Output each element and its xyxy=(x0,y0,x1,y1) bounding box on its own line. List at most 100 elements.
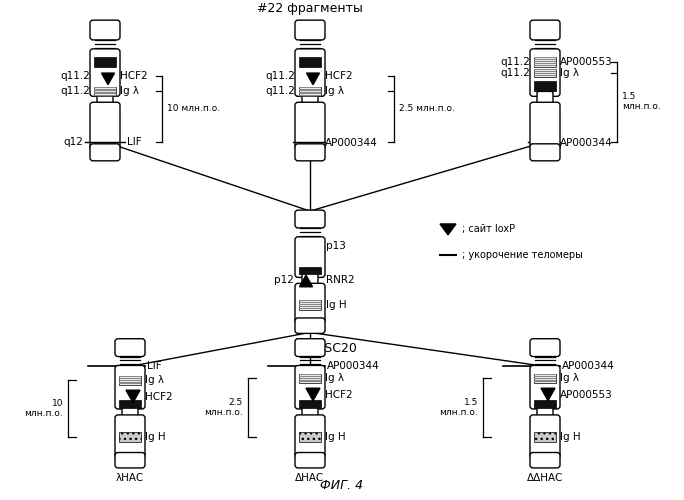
FancyBboxPatch shape xyxy=(530,366,560,409)
FancyBboxPatch shape xyxy=(90,20,120,40)
Polygon shape xyxy=(300,275,313,287)
Bar xyxy=(299,90,321,91)
Bar xyxy=(534,376,556,377)
FancyBboxPatch shape xyxy=(530,144,560,161)
Text: #14 SC20: #14 SC20 xyxy=(293,342,356,355)
Text: AP000344: AP000344 xyxy=(325,138,378,148)
Text: #22 фрагменты: #22 фрагменты xyxy=(257,2,363,15)
FancyBboxPatch shape xyxy=(530,49,560,96)
Bar xyxy=(119,380,141,381)
Text: Ig H: Ig H xyxy=(326,300,347,310)
FancyBboxPatch shape xyxy=(97,92,113,107)
Text: AP000553: AP000553 xyxy=(560,56,613,66)
FancyBboxPatch shape xyxy=(295,102,325,150)
Bar xyxy=(534,62,556,64)
Bar xyxy=(299,374,321,384)
Bar xyxy=(119,432,141,442)
FancyBboxPatch shape xyxy=(90,49,120,96)
Text: Ig λ: Ig λ xyxy=(560,374,579,384)
Text: Ig λ: Ig λ xyxy=(120,86,139,97)
Bar xyxy=(534,74,556,76)
Bar xyxy=(119,400,141,408)
Bar xyxy=(299,306,321,307)
Bar xyxy=(299,89,321,90)
FancyBboxPatch shape xyxy=(295,284,325,324)
FancyBboxPatch shape xyxy=(295,144,325,161)
FancyBboxPatch shape xyxy=(302,272,318,288)
Bar xyxy=(534,64,556,66)
Bar xyxy=(94,89,116,90)
Text: HCF2: HCF2 xyxy=(325,390,353,400)
FancyBboxPatch shape xyxy=(295,210,325,228)
Text: AP000344: AP000344 xyxy=(327,362,380,372)
Text: Ig λ: Ig λ xyxy=(325,86,344,97)
Polygon shape xyxy=(101,73,114,85)
Bar xyxy=(119,376,141,378)
Text: q12: q12 xyxy=(63,137,83,147)
Text: HCF2: HCF2 xyxy=(325,70,353,81)
Polygon shape xyxy=(126,390,140,402)
FancyBboxPatch shape xyxy=(115,452,145,468)
Bar xyxy=(534,72,556,74)
Text: q11.2: q11.2 xyxy=(60,70,90,81)
Bar xyxy=(299,88,321,96)
FancyBboxPatch shape xyxy=(530,338,560,356)
Bar xyxy=(94,90,116,91)
Text: 2.5 млн.п.о.: 2.5 млн.п.о. xyxy=(399,104,455,113)
FancyBboxPatch shape xyxy=(530,415,560,459)
Text: Ig H: Ig H xyxy=(560,432,581,442)
FancyBboxPatch shape xyxy=(295,237,325,278)
Text: HCF2: HCF2 xyxy=(145,392,172,402)
FancyBboxPatch shape xyxy=(115,366,145,409)
Polygon shape xyxy=(306,388,320,400)
FancyBboxPatch shape xyxy=(122,404,138,420)
Bar xyxy=(534,56,556,58)
Bar xyxy=(299,95,321,96)
FancyBboxPatch shape xyxy=(537,92,553,107)
Bar xyxy=(299,266,321,274)
Text: Ig H: Ig H xyxy=(145,432,166,442)
Text: p12: p12 xyxy=(274,276,294,285)
Bar xyxy=(299,300,321,301)
Bar xyxy=(299,300,321,310)
Bar xyxy=(299,432,321,442)
FancyBboxPatch shape xyxy=(295,366,325,409)
Bar xyxy=(299,374,321,376)
Bar xyxy=(534,60,556,62)
Text: 10
млн.п.о.: 10 млн.п.о. xyxy=(24,399,63,418)
Text: Ig λ: Ig λ xyxy=(325,374,344,384)
Bar xyxy=(119,376,141,385)
Text: q11.2: q11.2 xyxy=(60,86,90,97)
FancyBboxPatch shape xyxy=(530,20,560,40)
Bar xyxy=(299,400,321,408)
Bar xyxy=(299,378,321,379)
FancyBboxPatch shape xyxy=(295,338,325,356)
FancyBboxPatch shape xyxy=(537,404,553,420)
Bar xyxy=(119,378,141,379)
Text: λHAC: λHAC xyxy=(116,473,144,483)
Text: 10 млн.п.о.: 10 млн.п.о. xyxy=(167,104,220,113)
Bar xyxy=(534,56,556,66)
Bar xyxy=(299,302,321,303)
Text: Ig H: Ig H xyxy=(325,432,345,442)
Bar xyxy=(534,68,556,76)
FancyBboxPatch shape xyxy=(295,452,325,468)
Text: HCF2: HCF2 xyxy=(120,70,148,81)
FancyBboxPatch shape xyxy=(302,92,318,107)
FancyBboxPatch shape xyxy=(295,20,325,40)
Text: Ig λ: Ig λ xyxy=(145,376,164,386)
Text: p13: p13 xyxy=(326,240,346,250)
Text: ; укорочение теломеры: ; укорочение теломеры xyxy=(462,250,583,260)
FancyBboxPatch shape xyxy=(530,102,560,150)
Polygon shape xyxy=(440,224,456,235)
Text: ФИГ. 4: ФИГ. 4 xyxy=(320,479,364,492)
Bar xyxy=(534,70,556,72)
Bar xyxy=(299,56,321,66)
Text: 1.5
млн.п.о.: 1.5 млн.п.о. xyxy=(622,92,661,112)
FancyBboxPatch shape xyxy=(115,338,145,356)
Text: AP000344: AP000344 xyxy=(562,362,615,372)
Text: LIF: LIF xyxy=(147,362,161,372)
Text: AP000344: AP000344 xyxy=(560,138,613,148)
Text: q11.2: q11.2 xyxy=(500,56,530,66)
FancyBboxPatch shape xyxy=(90,102,120,150)
